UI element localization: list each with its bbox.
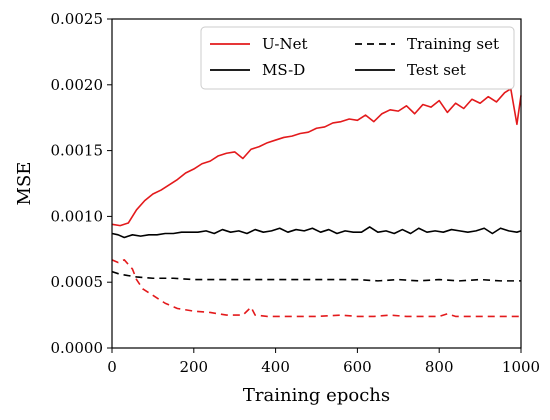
plot-lines — [111, 87, 522, 318]
y-tick-label: 0.0020 — [51, 76, 104, 94]
legend-frame — [200, 26, 515, 90]
y-tick-label: 0.0025 — [51, 10, 104, 28]
x-tick-label: 1000 — [502, 358, 540, 376]
y-axis-title: MSE — [14, 162, 35, 206]
y-tick-label: 0.0010 — [51, 207, 104, 225]
y-axis-ticks: 0.0000 0.0005 0.0010 0.0015 0.0020 0.0025 — [51, 10, 112, 357]
legend-label-training-set: Training set — [407, 35, 499, 53]
x-tick-label: 600 — [343, 358, 372, 376]
series-line-ms-d-test-set — [111, 226, 522, 239]
legend-label-u-net: U-Net — [262, 35, 307, 53]
x-tick-label: 0 — [107, 358, 117, 376]
x-axis-ticks: 0 200 400 600 800 1000 — [107, 348, 540, 376]
series-line-u-net-test-set — [111, 87, 522, 227]
x-tick-label: 200 — [179, 358, 208, 376]
series-line-ms-d-training-set — [111, 270, 521, 282]
legend-label-test-set: Test set — [407, 61, 466, 79]
y-tick-label: 0.0005 — [51, 273, 104, 291]
y-tick-label: 0.0015 — [51, 142, 104, 160]
x-axis-title: Training epochs — [243, 385, 390, 406]
plot-frame — [111, 18, 522, 349]
series-line-u-net-training-set — [111, 259, 521, 318]
x-tick-label: 800 — [425, 358, 454, 376]
legend-label-ms-d: MS-D — [262, 61, 305, 79]
legend: U-Net Training set MS-D Test set — [200, 26, 515, 90]
y-tick-label: 0.0000 — [51, 339, 104, 357]
x-tick-label: 400 — [261, 358, 290, 376]
